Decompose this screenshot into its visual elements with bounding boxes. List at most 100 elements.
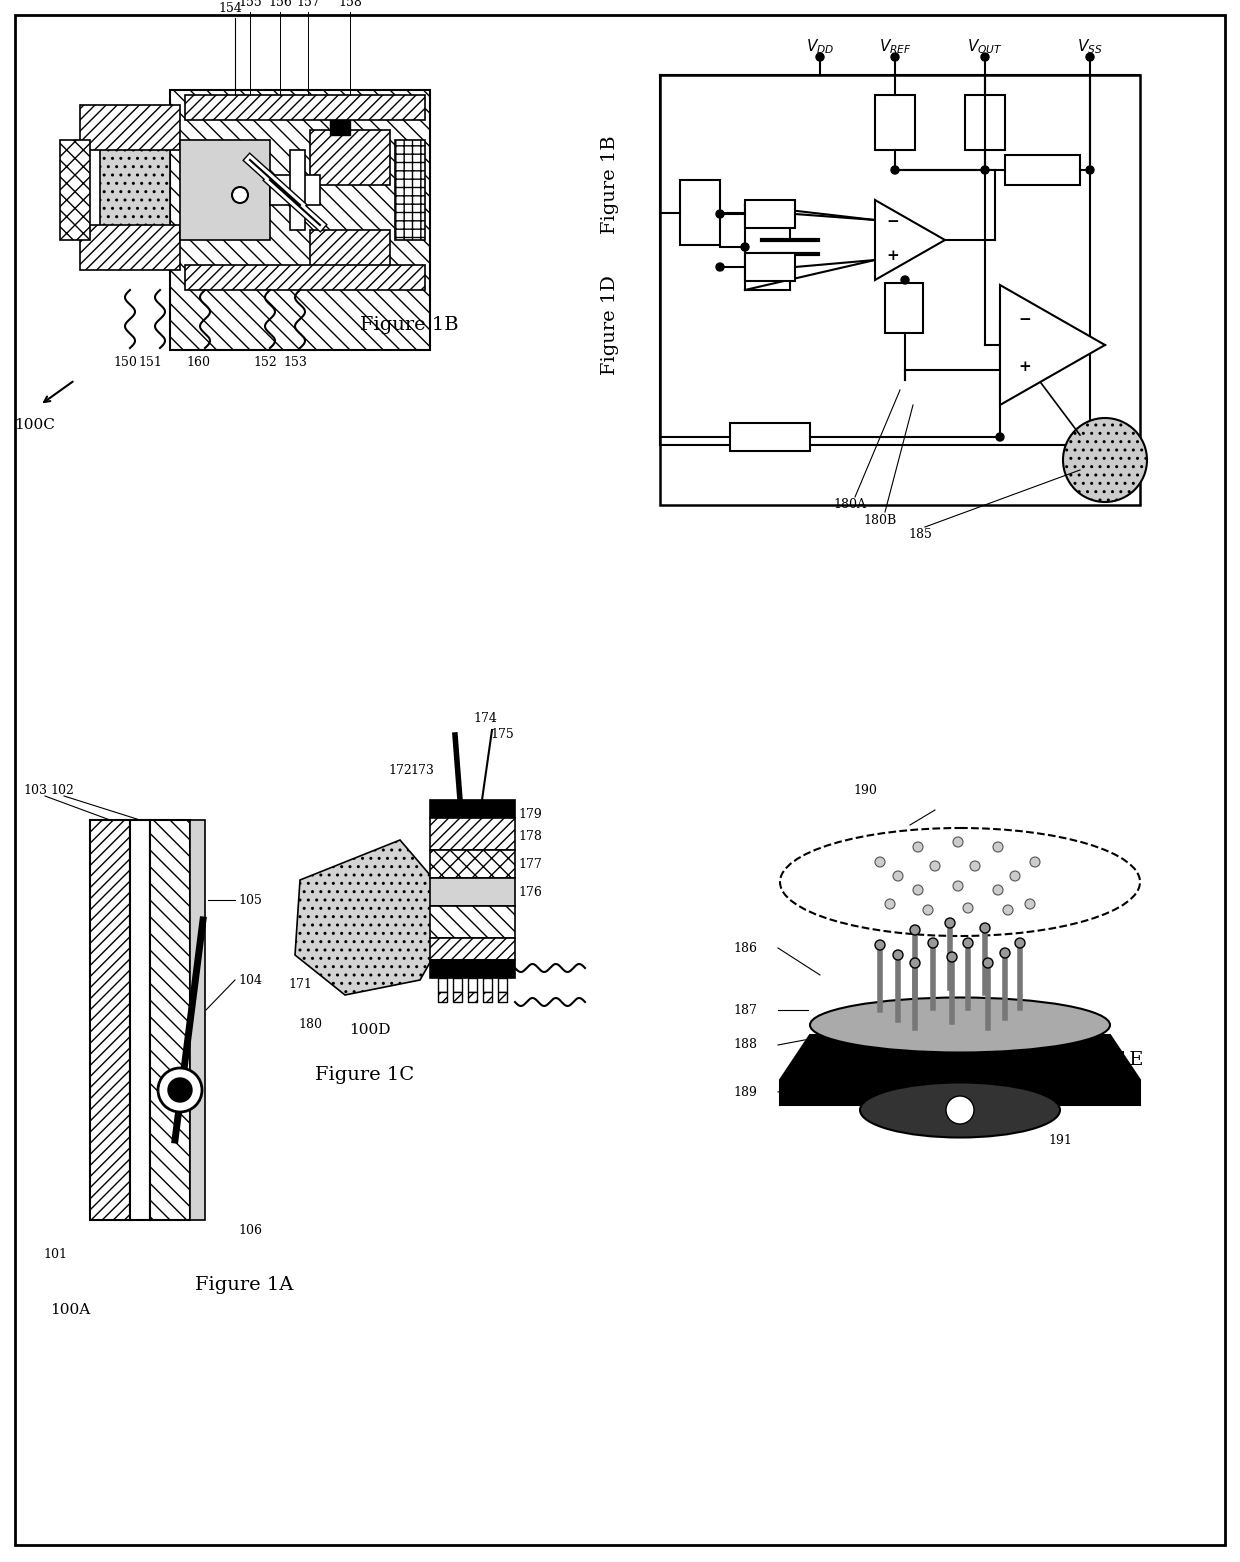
Bar	[498, 992, 507, 1001]
Text: 175: 175	[490, 728, 513, 742]
Circle shape	[816, 53, 825, 61]
Circle shape	[892, 166, 899, 173]
Bar	[484, 992, 492, 1001]
Text: 180B: 180B	[863, 514, 897, 526]
Circle shape	[885, 900, 895, 909]
Text: 190: 190	[853, 784, 877, 797]
Text: Figure 1D: Figure 1D	[601, 275, 619, 375]
Text: 158: 158	[339, 0, 362, 8]
Text: $V_{DD}$: $V_{DD}$	[806, 37, 835, 56]
Bar	[430, 800, 515, 818]
Bar	[190, 820, 205, 1220]
Text: 180A: 180A	[833, 498, 867, 511]
Bar	[438, 978, 446, 992]
Bar	[660, 75, 1140, 505]
Text: 102: 102	[50, 784, 74, 797]
Circle shape	[232, 187, 248, 203]
Bar	[438, 992, 446, 1001]
Circle shape	[946, 1097, 973, 1125]
Text: 177: 177	[518, 858, 542, 870]
Text: 157: 157	[296, 0, 320, 8]
Bar	[875, 95, 915, 150]
Bar	[170, 91, 430, 350]
Text: Figure 1B: Figure 1B	[601, 136, 619, 234]
Text: Figure 1C: Figure 1C	[315, 1065, 414, 1084]
Circle shape	[742, 244, 749, 251]
Text: Figure 1B: Figure 1B	[360, 316, 459, 334]
Circle shape	[893, 950, 903, 961]
Text: 172: 172	[388, 764, 412, 776]
Circle shape	[930, 861, 940, 872]
Circle shape	[1030, 858, 1040, 867]
Bar	[185, 266, 425, 291]
Circle shape	[993, 842, 1003, 851]
Polygon shape	[875, 200, 945, 280]
Ellipse shape	[861, 1082, 1060, 1137]
Circle shape	[999, 948, 1011, 958]
Polygon shape	[780, 1036, 1140, 1104]
Bar	[60, 141, 91, 241]
Text: 189: 189	[733, 1086, 756, 1098]
Circle shape	[993, 886, 1003, 895]
Text: 178: 178	[518, 829, 542, 842]
Bar	[453, 992, 463, 1001]
Circle shape	[1003, 904, 1013, 915]
Text: 100C: 100C	[15, 419, 56, 433]
Bar	[430, 818, 515, 850]
Circle shape	[875, 858, 885, 867]
Text: 176: 176	[518, 886, 542, 898]
Text: 155: 155	[238, 0, 262, 8]
Bar	[498, 978, 507, 992]
Text: $V_{SS}$: $V_{SS}$	[1078, 37, 1102, 56]
Text: 160: 160	[186, 356, 210, 369]
Bar	[730, 423, 810, 451]
Bar	[330, 270, 350, 284]
Bar	[150, 820, 190, 1220]
Text: +: +	[887, 248, 899, 262]
Text: 185: 185	[908, 528, 932, 542]
Circle shape	[928, 939, 937, 948]
Text: −: −	[887, 216, 899, 230]
Circle shape	[913, 886, 923, 895]
Bar	[310, 230, 391, 284]
Text: 156: 156	[268, 0, 291, 8]
Bar	[290, 150, 305, 230]
Bar	[453, 978, 463, 992]
Text: 151: 151	[138, 356, 162, 369]
Bar	[484, 978, 492, 992]
Circle shape	[715, 209, 724, 219]
Polygon shape	[295, 840, 460, 995]
Polygon shape	[999, 284, 1105, 405]
Bar	[130, 820, 150, 1220]
Text: 100D: 100D	[350, 1023, 391, 1037]
Bar	[180, 141, 270, 241]
Text: 153: 153	[283, 356, 308, 369]
Circle shape	[1011, 872, 1021, 881]
Circle shape	[945, 918, 955, 928]
Text: −: −	[1018, 312, 1032, 326]
Text: 152: 152	[253, 356, 277, 369]
Circle shape	[901, 276, 909, 284]
Bar	[185, 95, 425, 120]
Circle shape	[157, 1068, 202, 1112]
Bar	[745, 253, 795, 281]
Circle shape	[715, 262, 724, 270]
Circle shape	[983, 958, 993, 968]
Circle shape	[1025, 900, 1035, 909]
Circle shape	[981, 53, 990, 61]
Text: 174: 174	[474, 712, 497, 725]
Bar	[885, 283, 923, 333]
Text: 187: 187	[733, 1003, 756, 1017]
Ellipse shape	[810, 998, 1110, 1053]
Text: 173: 173	[410, 764, 434, 776]
Circle shape	[980, 923, 990, 933]
Text: 101: 101	[43, 1248, 67, 1262]
Bar	[680, 180, 720, 245]
Circle shape	[963, 939, 973, 948]
Bar	[965, 95, 1004, 150]
Circle shape	[1086, 53, 1094, 61]
Circle shape	[963, 903, 973, 914]
Text: 171: 171	[288, 978, 312, 992]
Text: 179: 179	[518, 808, 542, 820]
Bar	[91, 820, 130, 1220]
